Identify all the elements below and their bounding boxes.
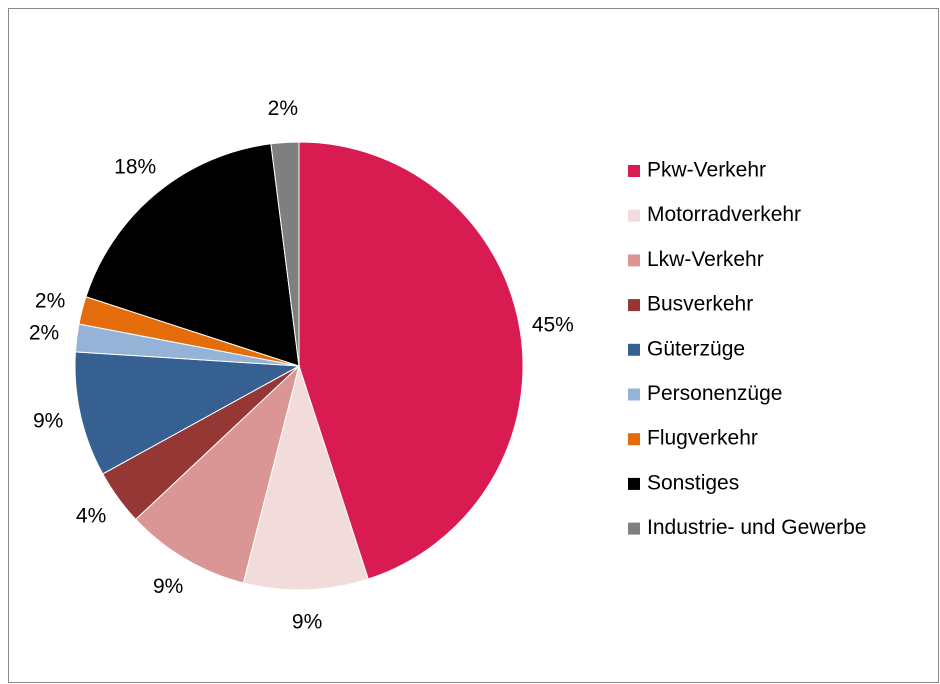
legend-swatch [628,522,640,535]
legend-label: Pkw-Verkehr [647,159,766,182]
legend-label: Lkw-Verkehr [647,248,764,271]
data-label: 2% [35,290,65,313]
data-label: 2% [268,97,298,120]
data-label: 2% [29,321,59,344]
legend-swatch [628,165,640,177]
legend-label: Flugverkehr [647,427,758,450]
legend-swatch [628,209,640,222]
pie-slice [74,351,301,475]
pie-slice [298,141,524,580]
legend-label: Busverkehr [647,293,753,316]
data-label: 9% [292,610,322,633]
legend-label: Industrie- und Gewerbe [647,516,866,539]
pie-slice [242,364,369,591]
legend-swatch [628,433,640,446]
legend-label: Motorradverkehr [647,203,801,226]
legend-label: Sonstiges [647,471,739,494]
data-label: 45% [532,313,574,336]
pie-slice [85,143,300,367]
legend-label: Güterzüge [647,337,745,360]
legend-swatch [628,299,640,312]
data-label: 18% [114,156,156,179]
legend-label: Personenzüge [647,382,782,405]
legend-swatch [628,477,640,490]
data-label: 9% [153,575,183,598]
legend-swatch [628,388,640,401]
data-label: 9% [33,410,63,433]
legend-swatch [628,254,640,267]
data-label: 4% [76,505,106,528]
pie-slice [135,364,300,584]
pie-slice [270,141,300,367]
legend-swatch [628,343,640,356]
